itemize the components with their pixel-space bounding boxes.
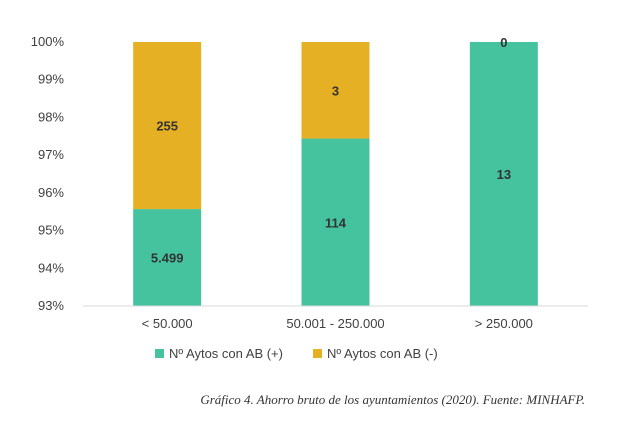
y-tick-label: 98% bbox=[38, 109, 64, 124]
x-tick-label: 50.001 - 250.000 bbox=[286, 316, 384, 331]
bar-segment bbox=[301, 138, 370, 306]
data-labels: 5.499 255 114 3 13 0 bbox=[151, 35, 511, 266]
bar-segment bbox=[133, 42, 202, 210]
legend-label: Nº Aytos con AB (-) bbox=[327, 346, 438, 361]
y-tick-label: 100% bbox=[31, 34, 65, 49]
y-tick-label: 94% bbox=[38, 260, 64, 275]
x-axis: < 50.000 50.001 - 250.000 > 250.000 bbox=[142, 316, 533, 331]
bar-segment bbox=[469, 42, 538, 306]
bar-segment bbox=[301, 42, 370, 139]
bars bbox=[133, 42, 538, 306]
legend-label: Nº Aytos con AB (+) bbox=[169, 346, 283, 361]
data-label: 13 bbox=[497, 167, 511, 182]
y-tick-label: 99% bbox=[38, 72, 64, 87]
y-tick-label: 93% bbox=[38, 298, 64, 313]
y-tick-label: 95% bbox=[38, 223, 64, 238]
data-label: 5.499 bbox=[151, 251, 184, 266]
bar-segment bbox=[133, 209, 202, 306]
chart-caption: Gráfico 4. Ahorro bruto de los ayuntamie… bbox=[200, 392, 585, 407]
data-label: 3 bbox=[332, 83, 339, 98]
y-tick-label: 96% bbox=[38, 185, 64, 200]
legend: Nº Aytos con AB (+) Nº Aytos con AB (-) bbox=[155, 346, 438, 361]
y-tick-label: 97% bbox=[38, 147, 64, 162]
x-tick-label: < 50.000 bbox=[142, 316, 193, 331]
data-label: 0 bbox=[500, 35, 507, 50]
data-label: 255 bbox=[156, 119, 178, 134]
legend-swatch bbox=[313, 349, 322, 358]
x-tick-label: > 250.000 bbox=[475, 316, 533, 331]
y-axis: 93% 94% 95% 96% 97% 98% 99% 100% bbox=[31, 34, 65, 313]
legend-swatch bbox=[155, 349, 164, 358]
data-label: 114 bbox=[325, 215, 347, 230]
